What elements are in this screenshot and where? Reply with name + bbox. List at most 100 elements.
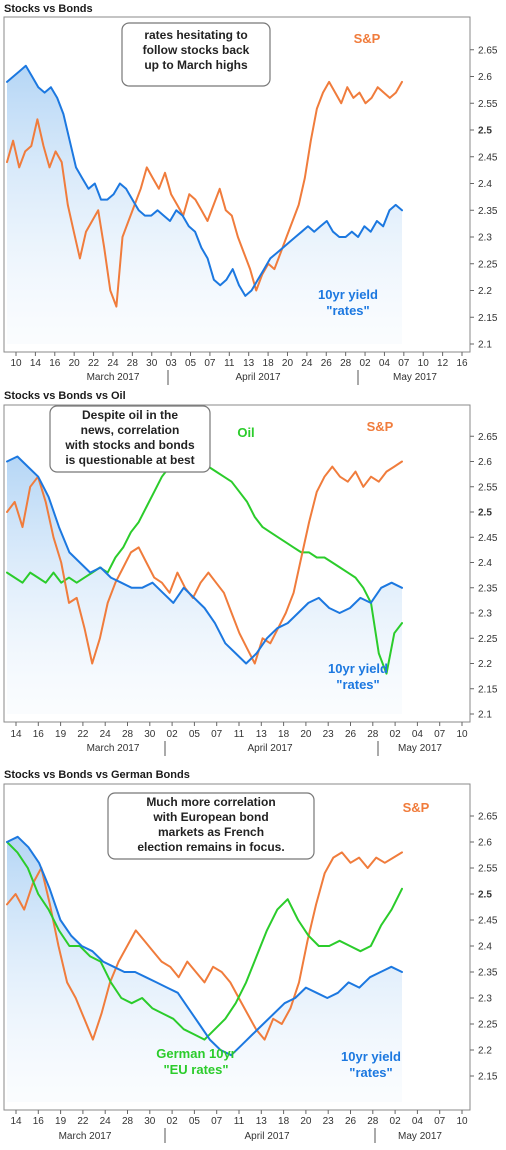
annotation-text: news, correlation	[81, 423, 180, 437]
annotation-text: is questionable at best	[65, 453, 194, 467]
x-tick-label: 30	[144, 729, 156, 740]
x-tick-label: 14	[30, 358, 42, 369]
y-tick-label: 2.3	[478, 609, 492, 620]
x-tick-label: 07	[211, 729, 223, 740]
x-tick-label: 30	[146, 358, 158, 369]
month-label: April 2017	[244, 1131, 289, 1142]
y-tick-label: 2.35	[478, 968, 498, 979]
y-tick-label: 2.5	[478, 126, 492, 137]
x-tick-label: 24	[107, 358, 119, 369]
x-tick-label: 04	[412, 729, 424, 740]
annotation-text: with stocks and bonds	[64, 438, 195, 452]
x-tick-label: 22	[88, 358, 100, 369]
y-tick-label: 2.35	[478, 583, 498, 594]
x-tick-label: 04	[412, 1116, 424, 1127]
x-tick-label: 26	[321, 358, 333, 369]
chart-title: Stocks vs Bonds vs German Bonds	[4, 769, 190, 781]
x-tick-label: 28	[122, 1116, 134, 1127]
rates-area-fill	[7, 836, 402, 1102]
annotation-box	[49, 405, 211, 473]
x-tick-label: 28	[122, 729, 134, 740]
series-label-german-10yr: German 10yr	[156, 1046, 236, 1061]
x-tick-label: 13	[256, 729, 268, 740]
x-tick-label: 03	[166, 358, 178, 369]
annotation-text: follow stocks back	[143, 43, 250, 57]
y-tick-label: 2.2	[478, 286, 492, 297]
month-label: March 2017	[87, 743, 140, 754]
series-label-s-p: S&P	[354, 31, 381, 46]
series-label-10yr-yield: "rates"	[326, 303, 369, 318]
y-tick-label: 2.55	[478, 99, 498, 110]
x-tick-label: 07	[434, 1116, 446, 1127]
x-tick-label: 13	[243, 358, 255, 369]
chart-panel-2: Stocks vs Bonds vs Oil 2.1 2.15 2.2 2.25 2.3 2…	[3, 390, 498, 756]
x-tick-label: 18	[278, 729, 290, 740]
series-line-s-p	[6, 80, 403, 308]
y-tick-label: 2.55	[478, 864, 498, 875]
y-tick-label: 2.65	[478, 812, 498, 823]
x-tick-label: 07	[398, 358, 410, 369]
series-label-10yr-yield: "rates"	[336, 677, 379, 692]
x-tick-label: 19	[55, 729, 67, 740]
x-tick-label: 11	[234, 1116, 245, 1127]
x-tick-label: 20	[282, 358, 294, 369]
annotation-box	[121, 22, 271, 87]
x-tick-label: 05	[189, 729, 201, 740]
x-tick-label: 28	[367, 1116, 379, 1127]
x-tick-label: 26	[345, 1116, 357, 1127]
annotation-text: election remains in focus.	[137, 840, 284, 854]
y-tick-label: 2.5	[478, 508, 492, 519]
y-tick-label: 2.3	[478, 233, 492, 244]
x-tick-label: 02	[390, 1116, 402, 1127]
y-tick-label: 2.1	[478, 340, 492, 351]
x-tick-label: 18	[263, 358, 275, 369]
y-tick-label: 2.15	[478, 684, 498, 695]
y-tick-label: 2.3	[478, 994, 492, 1005]
annotation-text: Much more correlation	[146, 795, 275, 809]
x-tick-label: 12	[437, 358, 449, 369]
month-label: April 2017	[235, 372, 280, 383]
x-tick-label: 28	[367, 729, 379, 740]
y-tick-label: 2.6	[478, 457, 492, 468]
annotation-text: Despite oil in the	[82, 408, 178, 422]
x-tick-label: 02	[167, 729, 179, 740]
x-tick-label: 24	[100, 1116, 112, 1127]
series-label-s-p: S&P	[403, 800, 430, 815]
x-tick-label: 07	[204, 358, 216, 369]
series-line-s-p	[6, 460, 403, 665]
y-tick-label: 2.4	[478, 942, 492, 953]
y-tick-label: 2.25	[478, 259, 498, 270]
series-line-10yr-yield	[6, 64, 403, 297]
x-tick-label: 11	[224, 358, 235, 369]
x-tick-label: 02	[390, 729, 402, 740]
rates-area-fill	[7, 65, 402, 345]
series-line-s-p	[6, 851, 403, 1041]
y-tick-label: 2.4	[478, 558, 492, 569]
x-tick-label: 30	[144, 1116, 156, 1127]
annotation-box	[107, 792, 315, 860]
y-tick-label: 2.55	[478, 482, 498, 493]
series-label-10yr-yield: 10yr yield	[318, 287, 378, 302]
series-line-10yr-yield	[6, 835, 403, 1057]
x-tick-label: 19	[55, 1116, 67, 1127]
series-label-10yr-yield: 10yr yield	[328, 661, 388, 676]
month-label: March 2017	[59, 1131, 112, 1142]
x-tick-label: 14	[10, 1116, 22, 1127]
y-tick-label: 2.45	[478, 533, 498, 544]
y-tick-label: 2.15	[478, 1072, 498, 1083]
month-label: May 2017	[393, 372, 437, 383]
series-line-10yr-yield	[6, 455, 403, 665]
x-tick-label: 18	[278, 1116, 290, 1127]
y-tick-label: 2.25	[478, 1020, 498, 1031]
x-tick-label: 24	[301, 358, 313, 369]
x-tick-label: 22	[77, 1116, 89, 1127]
y-tick-label: 2.4	[478, 179, 492, 190]
series-line-german-10yr	[6, 841, 403, 1041]
chart-panel-1: Stocks vs Bonds 2.1 2.15 2.2 2.25 2.3 2.35 2.4 2…	[3, 3, 498, 385]
y-tick-label: 2.65	[478, 432, 498, 443]
x-tick-label: 28	[340, 358, 352, 369]
x-tick-label: 20	[69, 358, 81, 369]
x-tick-label: 26	[345, 729, 357, 740]
annotation-text: markets as French	[158, 825, 264, 839]
x-tick-label: 28	[127, 358, 139, 369]
